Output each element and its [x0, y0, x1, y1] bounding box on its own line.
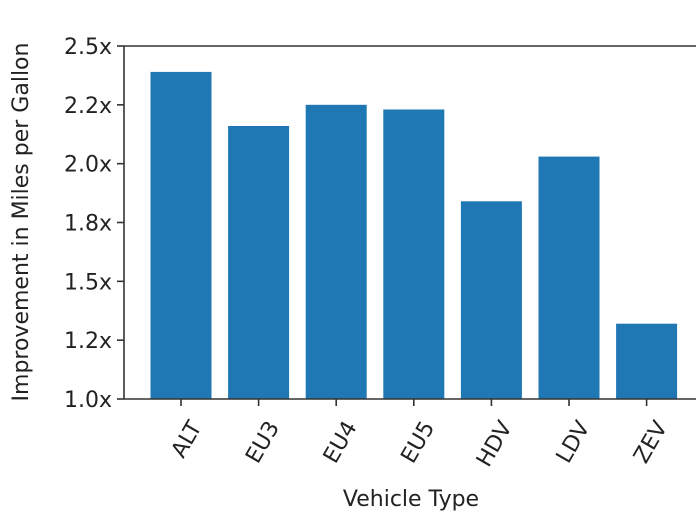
y-axis-label: Improvement in Miles per Gallon [9, 43, 34, 402]
y-tick-label: 1.0x [64, 388, 112, 413]
y-tick-label: 2.0x [64, 153, 112, 178]
y-tick-label: 1.2x [64, 329, 112, 354]
y-tick-label: 1.5x [64, 270, 112, 295]
bar-zev [616, 323, 678, 399]
bar-hdv [460, 201, 522, 399]
bar-eu3 [228, 126, 290, 399]
x-ticks: ALT EU3 EU4 EU5 HDV LDV ZEV [167, 399, 673, 471]
x-tick-label-eu4: EU4 [319, 417, 363, 468]
y-tick-label: 2.2x [64, 94, 112, 119]
bar-eu5 [383, 109, 445, 399]
y-tick-label: 2.5x [64, 35, 112, 60]
bars-layer [150, 71, 678, 400]
x-tick-label-zev: ZEV [629, 417, 673, 468]
x-tick-label-eu3: EU3 [241, 417, 285, 468]
y-ticks: 1.0x 1.2x 1.5x 1.8x 2.0x 2.2x 2.5x [64, 35, 124, 413]
x-tick-label-hdv: HDV [472, 417, 518, 471]
x-tick-label-ldv: LDV [552, 417, 596, 467]
bar-ldv [538, 156, 600, 399]
x-tick-label-eu5: EU5 [397, 417, 441, 468]
x-tick-label-alt: ALT [167, 417, 208, 463]
y-tick-label: 1.8x [64, 212, 112, 237]
bar-eu4 [305, 104, 367, 400]
bar-alt [150, 71, 212, 400]
x-axis-label: Vehicle Type [343, 487, 479, 512]
